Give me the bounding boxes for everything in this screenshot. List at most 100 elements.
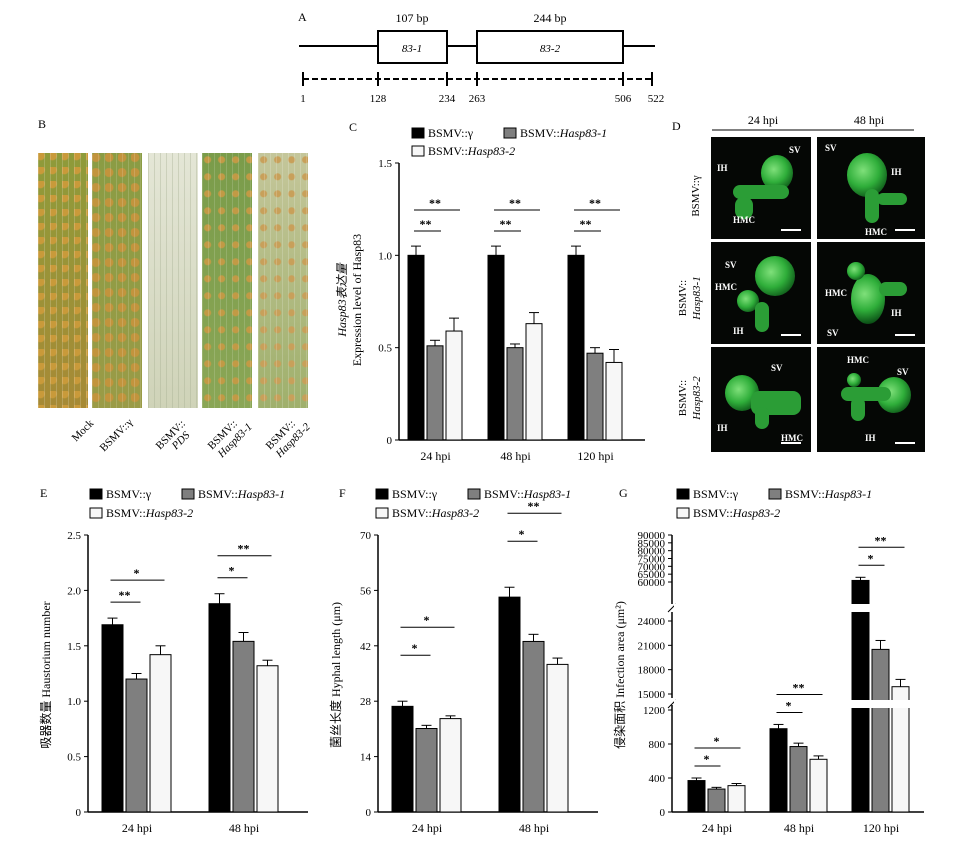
x-tick-label: 24 hpi (702, 821, 733, 835)
legend-swatch (467, 488, 481, 500)
y-tick-label: 400 (649, 773, 666, 785)
micro-row-83-1-b: Hasp83-1 (691, 276, 703, 320)
label-hmc: HMC (847, 355, 869, 365)
y-tick-label: 80000 (638, 546, 666, 558)
significance-mark: * (786, 698, 792, 712)
significance-mark: ** (528, 499, 540, 513)
bar (522, 640, 545, 813)
position-522: 522 (648, 93, 665, 105)
y-tick-label: 0 (366, 807, 372, 819)
bar (498, 596, 521, 813)
bar (391, 705, 414, 813)
y-tick-label: 0.5 (378, 343, 392, 355)
y-tick-label: 2.0 (67, 585, 81, 597)
y-tick-label: 14 (360, 752, 372, 764)
legend-swatch (181, 488, 195, 500)
micro-col-48: 48 hpi (854, 113, 885, 127)
bar (707, 788, 726, 813)
y-tick-label: 70000 (638, 561, 666, 573)
micro-row-83-1-a: BSMV:: (677, 280, 689, 316)
legend-swatch (411, 145, 425, 157)
bar (232, 640, 255, 813)
label-hmc: HMC (825, 288, 847, 298)
bar (149, 654, 172, 813)
y-tick-label: 21000 (638, 640, 666, 652)
micrograph-83-1-48: HMC IH SV (817, 242, 925, 344)
panel-a: A 83-1 83-2 107 bp 244 bp 1 128 234 263 … (298, 10, 664, 105)
bar (256, 665, 279, 813)
significance-mark: * (704, 752, 710, 766)
legend-swatch (676, 488, 690, 500)
bar (687, 780, 706, 813)
significance-mark: ** (509, 196, 521, 210)
y-tick-label: 0 (660, 807, 666, 819)
y-axis-label: 吸器数量 Haustorium number (38, 601, 53, 748)
leaf-label-mock: Mock (70, 417, 97, 444)
significance-mark: ** (589, 196, 601, 210)
y-tick-label: 65000 (638, 569, 666, 581)
bar (851, 579, 870, 813)
significance-mark: ** (500, 217, 512, 231)
significance-mark: ** (420, 217, 432, 231)
bar (586, 352, 604, 441)
bar (809, 758, 828, 813)
legend-label: BSMV::Hasp83-1 (785, 487, 872, 501)
panel-label-a: A (298, 10, 307, 24)
x-tick-label: 120 hpi (863, 821, 900, 835)
bar (506, 347, 524, 441)
fragment-83-1-size: 107 bp (396, 11, 429, 25)
bar (546, 663, 569, 813)
micrograph-gamma-24: IH SV HMC (711, 137, 811, 239)
leaf-hasp83-1 (202, 153, 252, 408)
label-sv: SV (825, 143, 837, 153)
bar (426, 345, 444, 441)
legend-label: BSMV::γ (106, 487, 152, 501)
y-tick-label: 15000 (638, 689, 666, 701)
y-tick-label: 0 (76, 807, 82, 819)
micro-row-83-2-b: Hasp83-2 (691, 376, 703, 421)
bar (439, 718, 462, 813)
label-hmc: HMC (715, 282, 737, 292)
y-axis-label: 菌丝长度 Hyphal length (μm) (328, 602, 343, 748)
legend-swatch (375, 507, 389, 519)
label-ih: IH (891, 167, 902, 177)
fragment-83-1-box (377, 30, 448, 64)
panel-d-labels: D 24 hpi 48 hpi BSMV::γ BSMV:: Hasp83-1 … (672, 113, 914, 421)
x-tick-label: 48 hpi (784, 821, 815, 835)
legend-label: BSMV::γ (428, 126, 474, 140)
y-tick-label: 24000 (638, 616, 666, 628)
bar (407, 254, 425, 441)
legend-label: BSMV::γ (392, 487, 438, 501)
x-tick-label: 24 hpi (420, 449, 451, 463)
label-sv: SV (827, 328, 839, 338)
bar (605, 361, 623, 441)
label-ih: IH (891, 308, 902, 318)
legend-label: BSMV::Hasp83-2 (392, 506, 479, 520)
bar (101, 624, 124, 813)
label-sv: SV (897, 367, 909, 377)
bar (871, 648, 890, 813)
legend-label: BSMV::Hasp83-2 (106, 506, 193, 520)
legend-swatch (676, 507, 690, 519)
bar (525, 323, 543, 441)
y-tick-label: 0 (387, 435, 393, 447)
position-128: 128 (370, 93, 387, 105)
legend-label: BSMV::γ (693, 487, 739, 501)
leaf-hasp83-2 (258, 153, 308, 408)
y-axis-label-en: Expression level of Hasp83 (350, 234, 364, 366)
legend-swatch (89, 507, 103, 519)
x-tick-label: 24 hpi (122, 821, 153, 835)
y-tick-label: 0.5 (67, 752, 81, 764)
significance-mark: * (134, 566, 140, 580)
bar (208, 603, 231, 813)
significance-mark: * (519, 527, 525, 541)
micrograph-gamma-48: SV IH HMC (817, 137, 925, 239)
y-tick-label: 800 (649, 739, 666, 751)
bar (789, 746, 808, 813)
y-tick-label: 1.5 (378, 158, 392, 170)
break-mask (674, 700, 934, 708)
y-tick-label: 1.0 (378, 250, 392, 262)
significance-mark: ** (875, 533, 887, 547)
